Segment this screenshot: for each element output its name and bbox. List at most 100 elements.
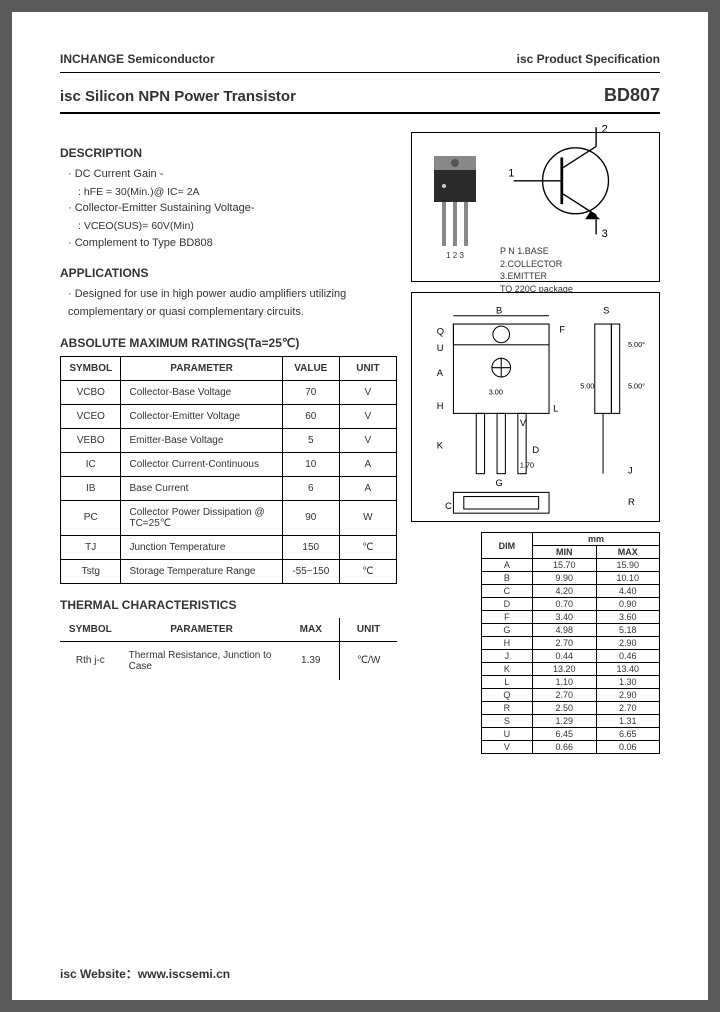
table-row: ICCollector Current-Continuous10A — [61, 452, 397, 476]
table-row: C4.204.40 — [481, 585, 659, 598]
cell-min: 2.70 — [533, 637, 596, 650]
col-unit: mm — [533, 533, 660, 546]
svg-text:Q: Q — [437, 326, 444, 336]
thermal-table: SYMBOL PARAMETER MAX UNIT Rth j-c Therma… — [60, 618, 397, 680]
svg-text:U: U — [437, 343, 444, 353]
applications-list: Designed for use in high power audio amp… — [60, 286, 397, 321]
cell-min: 1.29 — [533, 715, 596, 728]
ratings-table: SYMBOL PARAMETER VALUE UNIT VCBOCollecto… — [60, 356, 397, 584]
top-header: INCHANGE Semiconductor isc Product Speci… — [60, 52, 660, 66]
svg-text:D: D — [532, 445, 539, 455]
description-list: DC Current Gain - : hFE = 30(Min.)@ IC= … — [60, 166, 397, 252]
cell-max: 15.90 — [596, 559, 660, 572]
cell-max: 6.65 — [596, 728, 660, 741]
cell-unit: A — [339, 476, 396, 500]
cell-param: Storage Temperature Range — [121, 559, 282, 583]
table-row: VCEOCollector-Emitter Voltage60V — [61, 404, 397, 428]
desc-main: Complement to Type BD808 — [75, 237, 213, 249]
cell-max: 2.90 — [596, 689, 660, 702]
applications-heading: APPLICATIONS — [60, 266, 397, 280]
cell-value: -55~150 — [282, 559, 339, 583]
cell-symbol: VEBO — [61, 428, 121, 452]
pin2-label: 2.COLLECTOR — [500, 258, 651, 271]
dimensions-table: DIM mm MIN MAX A15.7015.90B9.9010.10C4.2… — [481, 532, 660, 754]
cell-min: 0.44 — [533, 650, 596, 663]
svg-text:G: G — [495, 478, 502, 488]
part-number: BD807 — [604, 85, 660, 106]
product-title: isc Silicon NPN Power Transistor — [60, 88, 296, 105]
datasheet-page: INCHANGE Semiconductor isc Product Speci… — [12, 12, 708, 1000]
table-row: J0.440.46 — [481, 650, 659, 663]
cell-unit: V — [339, 428, 396, 452]
cell-unit: ℃ — [339, 535, 396, 559]
list-item: Complement to Type BD808 — [68, 235, 397, 253]
cell-min: 6.45 — [533, 728, 596, 741]
cell-value: 60 — [282, 404, 339, 428]
svg-text:J: J — [628, 466, 633, 476]
cell-dim: V — [481, 741, 532, 754]
table-row: PCCollector Power Dissipation @ TC=25℃90… — [61, 500, 397, 535]
cell-unit: V — [339, 404, 396, 428]
right-column: 1 2 3 1 2 3 — [411, 132, 660, 754]
desc-sub: : hFE = 30(Min.)@ IC= 2A — [68, 184, 397, 201]
col-value: VALUE — [282, 356, 339, 380]
cell-min: 2.70 — [533, 689, 596, 702]
list-item: Designed for use in high power audio amp… — [68, 286, 397, 321]
list-item: DC Current Gain - : hFE = 30(Min.)@ IC= … — [68, 166, 397, 200]
table-row: IBBase Current6A — [61, 476, 397, 500]
table-row: TstgStorage Temperature Range-55~150℃ — [61, 559, 397, 583]
company-name: INCHANGE Semiconductor — [60, 52, 215, 66]
svg-text:3.00: 3.00 — [489, 388, 503, 397]
table-row: SYMBOL PARAMETER MAX UNIT — [60, 618, 397, 642]
thermal-heading: THERMAL CHARACTERISTICS — [60, 598, 397, 612]
table-row: DIM mm — [481, 533, 659, 546]
pin3-label: 3.EMITTER — [500, 270, 651, 283]
cell-min: 9.90 — [533, 572, 596, 585]
cell-max: 0.46 — [596, 650, 660, 663]
svg-text:5.00: 5.00 — [580, 381, 594, 390]
cell-symbol: PC — [61, 500, 121, 535]
cell-value: 6 — [282, 476, 339, 500]
list-item: Collector-Emitter Sustaining Voltage- : … — [68, 200, 397, 234]
table-row: D0.700.90 — [481, 598, 659, 611]
desc-main: DC Current Gain - — [75, 168, 164, 180]
svg-text:R: R — [628, 497, 635, 507]
cell-max: 2.90 — [596, 637, 660, 650]
cell-param: Base Current — [121, 476, 282, 500]
cell-min: 4.98 — [533, 624, 596, 637]
table-row: R2.502.70 — [481, 702, 659, 715]
cell-dim: G — [481, 624, 532, 637]
cell-param: Thermal Resistance, Junction to Case — [121, 641, 283, 680]
table-row: G4.985.18 — [481, 624, 659, 637]
cell-value: 150 — [282, 535, 339, 559]
symbol-diagram: 1 2 3 P N 1.BASE 2.COLLECTOR 3.EMITTER T… — [500, 119, 651, 296]
cell-dim: Q — [481, 689, 532, 702]
cell-dim: L — [481, 676, 532, 689]
col-min: MIN — [533, 546, 596, 559]
svg-text:1.70: 1.70 — [520, 460, 534, 469]
cell-value: 5 — [282, 428, 339, 452]
svg-text:S: S — [603, 306, 609, 316]
table-row: Rth j-c Thermal Resistance, Junction to … — [60, 641, 397, 680]
svg-text:H: H — [437, 401, 444, 411]
cell-unit: W — [339, 500, 396, 535]
cell-value: 70 — [282, 380, 339, 404]
cell-max: 13.40 — [596, 663, 660, 676]
cell-max: 0.90 — [596, 598, 660, 611]
ratings-heading: ABSOLUTE MAXIMUM RATINGS(Ta=25℃) — [60, 336, 397, 350]
cell-symbol: VCBO — [61, 380, 121, 404]
content-area: DESCRIPTION DC Current Gain - : hFE = 30… — [60, 132, 660, 754]
table-row: Q2.702.90 — [481, 689, 659, 702]
table-row: L1.101.30 — [481, 676, 659, 689]
cell-symbol: TJ — [61, 535, 121, 559]
dimension-drawing-icon: B F Q U A H K L D G 3.00 1.70 C S 5.00° — [416, 297, 655, 526]
cell-symbol: IB — [61, 476, 121, 500]
col-max: MAX — [596, 546, 660, 559]
table-row: H2.702.90 — [481, 637, 659, 650]
cell-min: 13.20 — [533, 663, 596, 676]
table-row: SYMBOL PARAMETER VALUE UNIT — [61, 356, 397, 380]
cell-dim: B — [481, 572, 532, 585]
cell-param: Collector-Emitter Voltage — [121, 404, 282, 428]
svg-text:5.00°: 5.00° — [628, 340, 645, 349]
cell-param: Junction Temperature — [121, 535, 282, 559]
